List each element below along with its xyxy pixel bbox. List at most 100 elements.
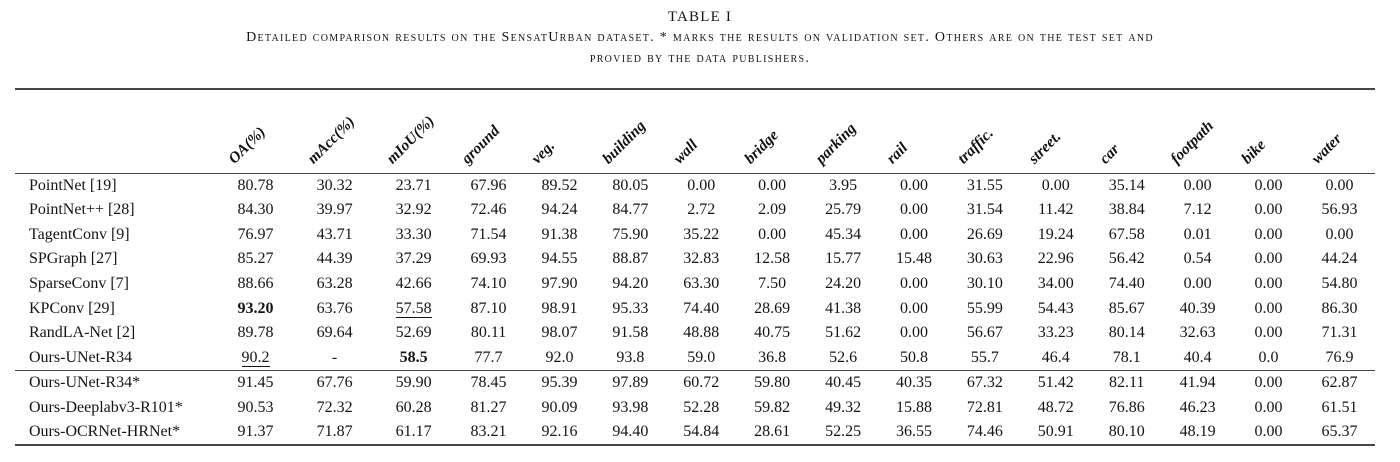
value-cell: 15.77 [825,250,862,268]
value-cell: 56.42 [1108,250,1145,268]
value-cell: 69.64 [316,324,353,342]
column-header-label: street. [1025,127,1065,167]
value-cell: 32.83 [683,250,720,268]
value-cell: 51.42 [1020,370,1092,396]
value-cell: 80.10 [1108,422,1145,440]
value-cell: 40.45 [807,370,879,396]
value-cell: 35.22 [683,225,720,243]
value-cell: 55.99 [966,299,1003,317]
value-cell: 78.45 [453,370,524,396]
column-header-label: veg. [528,136,559,167]
value-cell: 93.20 [237,299,274,317]
value-cell: 38.84 [1108,201,1145,219]
value-cell: 48.72 [1037,398,1074,416]
value-cell: 74.46 [966,422,1003,440]
value-cell: 37.29 [395,250,432,268]
column-header-wall: wall [665,89,737,174]
value-cell: 0.00 [1254,275,1283,293]
value-cell: 52.6 [829,348,858,366]
value-cell: 97.90 [541,275,578,293]
column-header-miou: mIoU(%) [374,89,454,174]
value-cell: 50.91 [1037,422,1074,440]
value-cell: 23.71 [395,176,432,194]
value-cell: 61.17 [395,422,432,440]
value-cell: 7.12 [1183,201,1212,219]
value-cell: 88.66 [237,275,274,293]
value-cell: 48.19 [1179,422,1216,440]
column-header-label: water [1308,129,1346,167]
value-cell: 15.88 [895,398,932,416]
column-header-label: bridge [741,126,783,167]
value-cell: 26.69 [966,225,1003,243]
value-cell: 90.53 [237,398,274,416]
value-cell: 69.93 [470,250,507,268]
value-cell: 59.0 [687,348,716,366]
value-cell: 91.45 [216,370,296,396]
value-cell: 98.07 [541,324,578,342]
column-header-oa: OA(%) [216,89,296,174]
value-cell: 19.24 [1037,225,1074,243]
value-cell: 36.8 [758,348,787,366]
value-cell: 11.42 [1038,201,1074,219]
table-row: SPGraph [27] 85.27 44.39 37.29 69.93 94.55 88.… [15,247,1375,272]
value-cell: - [331,348,338,366]
table-row: Ours-OCRNet-HRNet* 91.37 71.87 61.17 83.21 92… [15,420,1375,445]
value-cell: 28.69 [754,299,791,317]
value-cell: 94.40 [612,422,649,440]
value-cell: 33.23 [1037,324,1074,342]
value-cell: 72.32 [316,398,353,416]
value-cell: 85.27 [237,250,274,268]
value-cell: 0.00 [1254,422,1283,440]
value-cell: 60.28 [395,398,432,416]
value-cell: 52.25 [825,422,862,440]
value-cell: 7.50 [758,275,787,293]
value-cell: 93.8 [616,348,645,366]
value-cell: 76.97 [237,225,274,243]
column-header-label: footpath [1166,117,1217,167]
column-header-traffic: traffic. [949,89,1021,174]
value-cell: 89.52 [541,176,578,194]
value-cell: 81.27 [470,398,507,416]
table-row: KPConv [29] 93.20 63.76 57.58 87.10 98.91 95.3… [15,296,1375,321]
value-cell: 74.40 [1108,275,1145,293]
value-cell: 2.72 [687,201,716,219]
value-cell: 80.14 [1108,324,1145,342]
value-cell: 92.0 [545,348,574,366]
value-cell: 88.87 [612,250,649,268]
value-cell: 63.76 [316,299,353,317]
value-cell: 25.79 [825,201,862,219]
value-cell: 0.00 [1183,275,1212,293]
column-header-label: rail [883,138,912,167]
value-cell: 30.32 [316,176,353,194]
table-row: RandLA-Net [2] 89.78 69.64 52.69 80.11 98.07 9… [15,321,1375,346]
value-cell: 94.24 [541,201,578,219]
value-cell: 61.51 [1321,398,1358,416]
value-cell: 95.33 [612,299,649,317]
table-row: PointNet [19] 80.78 30.32 23.71 67.96 89.52 80… [15,173,1375,198]
value-cell: 44.24 [1321,250,1358,268]
value-cell: 57.58 [395,299,432,318]
value-cell: 59.82 [754,398,791,416]
value-cell: 80.78 [237,176,274,194]
value-cell: 44.39 [316,250,353,268]
value-cell: 40.4 [1183,348,1212,366]
value-cell: 63.28 [316,275,353,293]
value-cell: 46.4 [1041,348,1070,366]
value-cell: 43.71 [316,225,353,243]
value-cell: 0.00 [1325,176,1354,194]
column-header-label: car [1095,140,1123,167]
value-cell: 49.32 [825,398,862,416]
value-cell: 0.00 [899,299,928,317]
value-cell: 0.00 [758,176,787,194]
value-cell: 0.00 [687,176,716,194]
value-cell: 0.00 [1233,370,1304,396]
value-cell: 0.00 [899,176,928,194]
value-cell: 75.90 [612,225,649,243]
column-header-car: car [1091,89,1163,174]
value-cell: 3.95 [829,176,858,194]
results-table-container: OA(%) mAcc(%) mIoU(%) ground veg. building wal… [15,88,1375,446]
value-cell: 80.05 [612,176,649,194]
value-cell: 59.80 [736,370,808,396]
value-cell: 40.35 [878,370,950,396]
column-header-label: mIoU(%) [382,112,438,167]
